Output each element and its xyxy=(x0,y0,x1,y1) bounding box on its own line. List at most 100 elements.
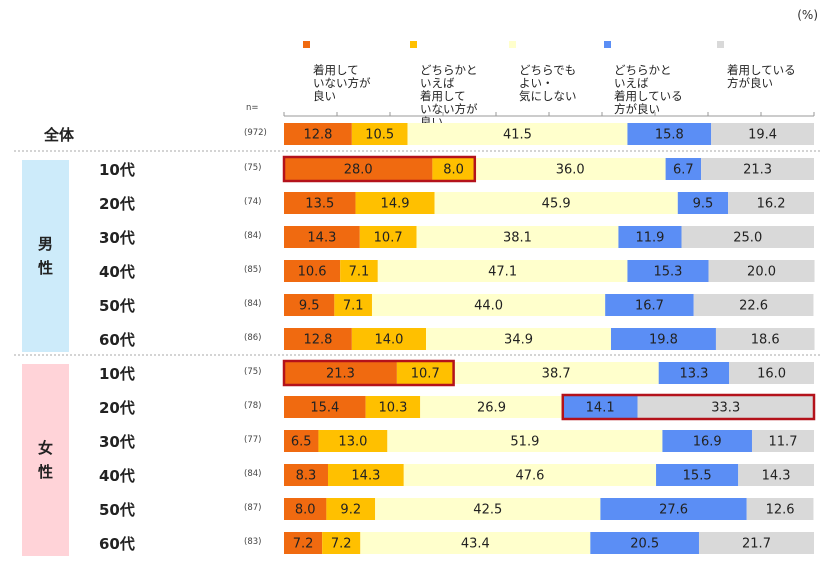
bar-value-label: 15.5 xyxy=(683,469,712,484)
legend-item-either: どちらでも よい・ 気にしない xyxy=(509,38,577,103)
legend-swatch xyxy=(410,41,417,48)
bar-value-label: 13.5 xyxy=(305,197,334,212)
row-n-value: (75) xyxy=(244,163,262,173)
row-label: 20代 xyxy=(99,195,135,213)
bar-segment xyxy=(698,532,814,554)
bar-segment xyxy=(729,362,814,384)
unit-label: (%) xyxy=(797,8,818,22)
row-n-value: (84) xyxy=(244,299,262,309)
bar-value-label: 9.5 xyxy=(299,299,320,314)
row-n-value: (85) xyxy=(244,265,262,275)
row-n-value: (84) xyxy=(244,231,262,241)
bar-value-label: 14.3 xyxy=(307,231,336,246)
bar-segment xyxy=(600,498,747,520)
bar-segment xyxy=(662,430,752,452)
bar-segment xyxy=(284,192,356,214)
bar-value-label: 14.9 xyxy=(381,197,410,212)
n-header: n= xyxy=(246,103,259,113)
bar-segment xyxy=(284,532,323,554)
bar-value-label: 6.7 xyxy=(673,163,694,178)
bar-segment xyxy=(403,464,657,486)
bar-value-label: 44.0 xyxy=(474,299,503,314)
row-n-value: (78) xyxy=(244,401,262,411)
bar-segment xyxy=(326,498,376,520)
bar-segment xyxy=(396,362,454,384)
bar-value-label: 27.6 xyxy=(659,503,688,518)
group-label: 男 性 xyxy=(37,235,53,277)
bar-segment xyxy=(284,158,433,180)
legend-swatch xyxy=(509,41,516,48)
bar-segment xyxy=(351,123,408,145)
bar-value-label: 45.9 xyxy=(542,197,571,212)
group-box-female: 女 性 xyxy=(22,364,69,556)
bar-segment xyxy=(359,226,417,248)
bar-value-label: 43.4 xyxy=(461,537,490,552)
bar-value-label: 13.3 xyxy=(679,367,708,382)
bar-segment xyxy=(284,328,352,350)
bar-segment xyxy=(375,498,601,520)
bar-segment xyxy=(284,260,341,282)
bar-value-label: 14.0 xyxy=(374,333,403,348)
bar-value-label: 9.2 xyxy=(340,503,361,518)
bar-value-label: 19.8 xyxy=(649,333,678,348)
bar-segment xyxy=(371,294,606,316)
bar-value-label: 16.0 xyxy=(757,367,786,382)
row-label: 30代 xyxy=(99,433,135,451)
bar-segment xyxy=(284,226,360,248)
row-label: 10代 xyxy=(99,365,135,383)
legend-text: どちらでも よい・ 気にしない xyxy=(519,63,577,103)
bar-segment xyxy=(365,396,421,418)
row-n-value: (87) xyxy=(244,503,262,513)
legend-text: どちらかと いえば 着用して いない方が 良い xyxy=(420,63,478,129)
bar-segment xyxy=(627,260,709,282)
bar-value-label: 10.6 xyxy=(298,265,327,280)
bar-segment xyxy=(711,123,814,145)
bar-value-label: 16.7 xyxy=(635,299,664,314)
bar-value-label: 8.3 xyxy=(296,469,317,484)
row-label: 10代 xyxy=(99,161,135,179)
bar-value-label: 16.2 xyxy=(757,197,786,212)
row-label: 50代 xyxy=(99,501,135,519)
legend-item-rather-wearing: どちらかと いえば 着用している 方が良い xyxy=(604,38,683,116)
legend-text: 着用して いない方が 良い xyxy=(313,63,371,103)
bar-value-label: 42.5 xyxy=(473,503,502,518)
legend-item-rather-not-wearing: どちらかと いえば 着用して いない方が 良い xyxy=(410,38,478,129)
highlight-box xyxy=(282,359,455,387)
bar-segment xyxy=(746,498,814,520)
bar-segment xyxy=(474,158,666,180)
bar-segment xyxy=(340,260,378,282)
bar-segment xyxy=(284,430,319,452)
bar-value-label: 25.0 xyxy=(733,231,762,246)
legend-item-wearing: 着用している 方が良い xyxy=(717,38,796,90)
bar-value-label: 12.8 xyxy=(303,333,332,348)
bar-value-label: 20.0 xyxy=(747,265,776,280)
bar-value-label: 13.0 xyxy=(338,435,367,450)
highlight-box xyxy=(282,155,477,183)
row-label: 40代 xyxy=(99,263,135,281)
bar-segment xyxy=(658,362,730,384)
bar-value-label: 21.3 xyxy=(326,367,355,382)
row-label: 20代 xyxy=(99,399,135,417)
bar-value-label: 7.2 xyxy=(331,537,352,552)
bar-segment xyxy=(355,192,435,214)
bar-value-label: 15.3 xyxy=(654,265,683,280)
bar-segment xyxy=(693,294,814,316)
bar-value-label: 26.9 xyxy=(477,401,506,416)
bar-value-label: 11.7 xyxy=(769,435,798,450)
legend-swatch xyxy=(303,41,310,48)
bar-value-label: 14.3 xyxy=(351,469,380,484)
row-label: 40代 xyxy=(99,467,135,485)
bar-segment xyxy=(681,226,814,248)
bar-value-label: 10.7 xyxy=(374,231,403,246)
bar-value-label: 7.1 xyxy=(343,299,364,314)
bar-value-label: 10.5 xyxy=(365,128,394,143)
bar-value-label: 38.7 xyxy=(542,367,571,382)
row-n-value: (77) xyxy=(244,435,262,445)
bar-segment xyxy=(751,430,814,452)
bar-segment xyxy=(284,396,366,418)
bar-segment xyxy=(351,328,427,350)
bar-segment xyxy=(327,464,404,486)
bar-segment xyxy=(665,158,702,180)
bar-segment xyxy=(416,226,619,248)
